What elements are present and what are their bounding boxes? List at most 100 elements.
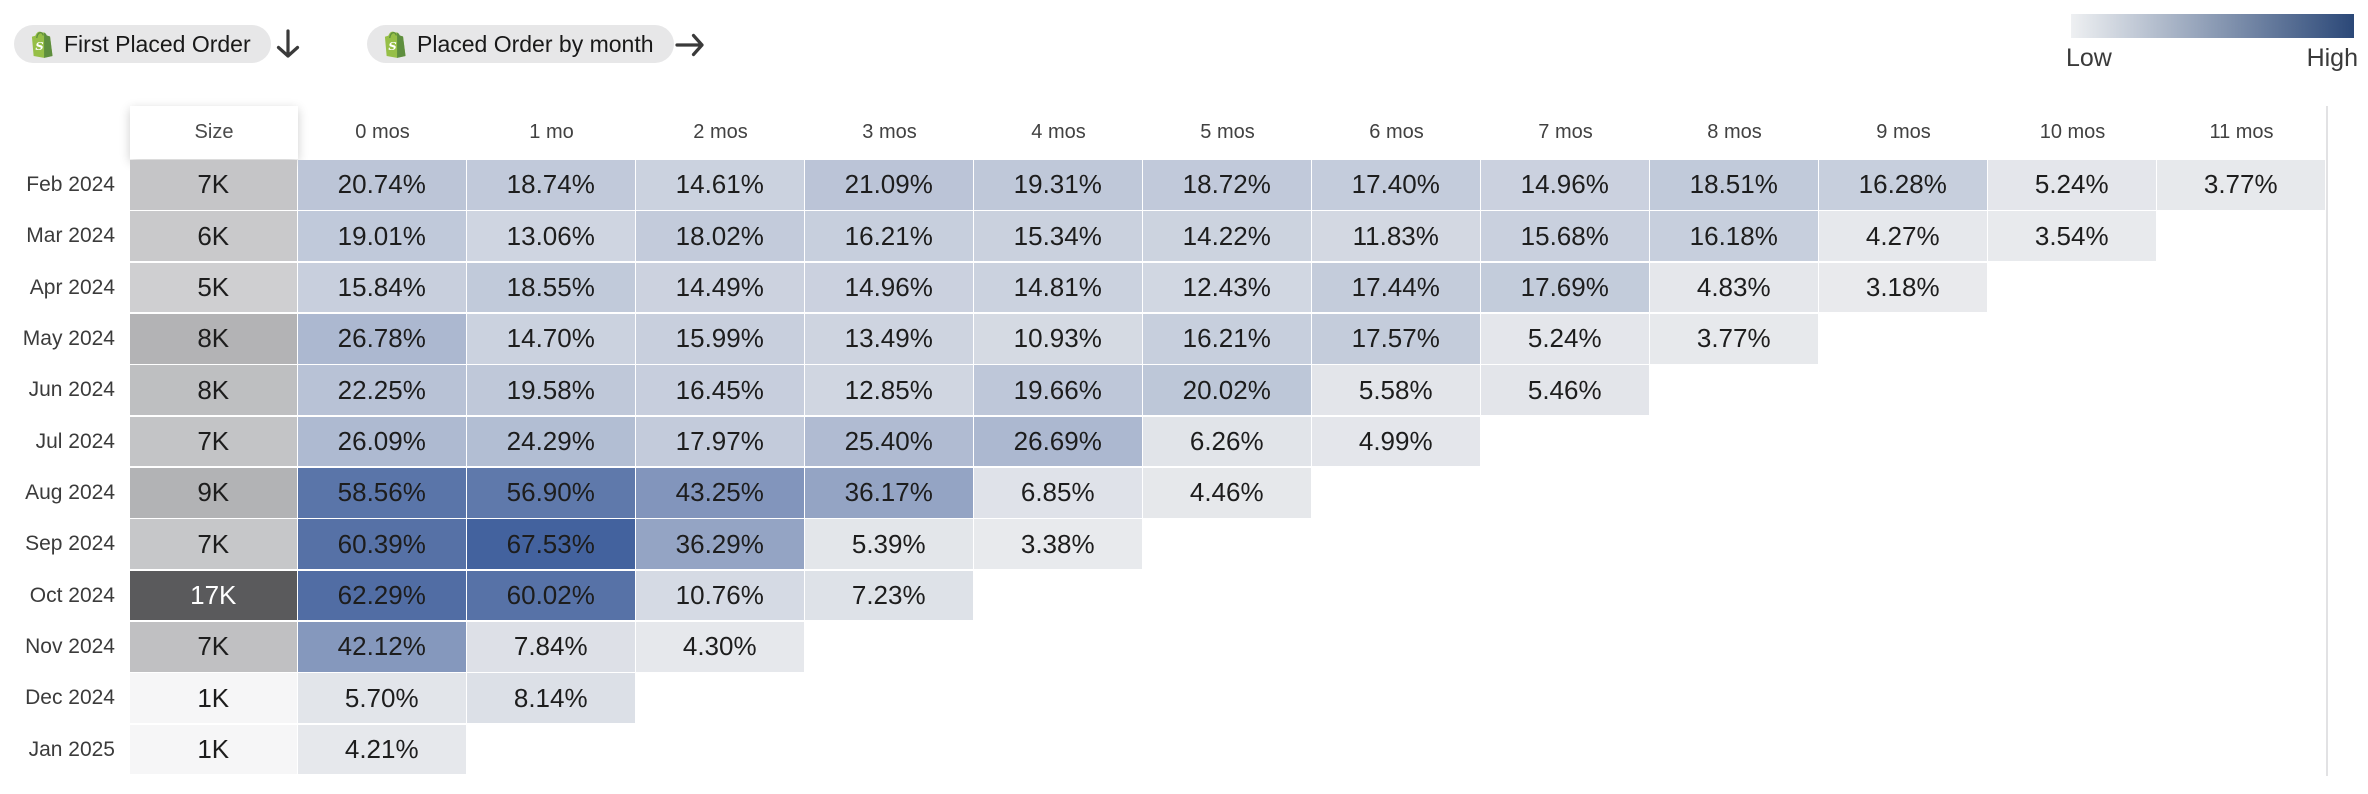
retention-cell[interactable]: 17.57% [1312,313,1480,364]
cohort-size-cell[interactable]: 7K [130,160,297,210]
cohort-size-cell[interactable]: 8K [130,313,297,364]
retention-cell[interactable]: 16.21% [805,211,973,262]
retention-cell[interactable]: 14.49% [636,262,804,313]
retention-cell[interactable]: 21.09% [805,160,973,210]
retention-cell[interactable]: 3.18% [1819,262,1987,313]
retention-cell[interactable]: 3.54% [1988,211,2156,262]
retention-cell[interactable]: 15.84% [298,262,466,313]
retention-cell[interactable]: 11.83% [1312,211,1480,262]
retention-cell[interactable]: 67.53% [467,519,635,570]
retention-cell[interactable]: 43.25% [636,467,804,518]
retention-cell[interactable]: 14.22% [1143,211,1311,262]
retention-cell[interactable]: 20.02% [1143,365,1311,416]
cohort-size-cell[interactable]: 1K [130,673,297,724]
retention-cell[interactable]: 17.97% [636,416,804,467]
retention-cell[interactable]: 12.85% [805,365,973,416]
cohort-size-cell[interactable]: 1K [130,724,297,775]
retention-cell[interactable]: 26.09% [298,416,466,467]
retention-cell[interactable]: 10.76% [636,570,804,621]
retention-cell[interactable]: 13.49% [805,313,973,364]
cohort-size-cell[interactable]: 6K [130,211,297,262]
cohort-size-cell[interactable]: 7K [130,416,297,467]
retention-cell[interactable]: 18.02% [636,211,804,262]
retention-cell[interactable]: 19.01% [298,211,466,262]
retention-cell[interactable]: 62.29% [298,570,466,621]
retention-cell[interactable]: 7.23% [805,570,973,621]
retention-cell[interactable]: 4.30% [636,621,804,672]
size-column-header: Size [194,121,234,143]
cohort-month-label: Apr 2024 [29,275,115,299]
retention-cell[interactable]: 17.40% [1312,160,1480,210]
retention-cell[interactable]: 26.69% [974,416,1142,467]
retention-cell[interactable]: 18.51% [1650,160,1818,210]
retention-cell[interactable]: 19.31% [974,160,1142,210]
retention-cell[interactable]: 5.39% [805,519,973,570]
retention-cell[interactable]: 26.78% [298,313,466,364]
retention-cell[interactable]: 5.58% [1312,365,1480,416]
retention-cell[interactable]: 19.66% [974,365,1142,416]
cohort-size-cell[interactable]: 7K [130,621,297,672]
retention-cell[interactable]: 5.24% [1481,313,1649,364]
retention-cell[interactable]: 4.83% [1650,262,1818,313]
retention-cell[interactable]: 16.45% [636,365,804,416]
retention-cell[interactable]: 36.17% [805,467,973,518]
retention-cell[interactable]: 25.40% [805,416,973,467]
cohort-size-cell[interactable]: 17K [130,570,297,621]
first-event-chip[interactable]: S First Placed Order [14,25,271,63]
retention-cell[interactable]: 6.26% [1143,416,1311,467]
retention-cell[interactable]: 17.69% [1481,262,1649,313]
retention-cell[interactable]: 42.12% [298,621,466,672]
cohort-size-cell[interactable]: 7K [130,519,297,570]
cohort-size-cell[interactable]: 9K [130,467,297,518]
retention-cell[interactable]: 16.21% [1143,313,1311,364]
retention-cell[interactable]: 58.56% [298,467,466,518]
retention-cell[interactable]: 20.74% [298,160,466,210]
month-offset-column-header: 5 mos [1200,121,1255,143]
retention-cell[interactable]: 19.58% [467,365,635,416]
retention-cell[interactable]: 3.38% [974,519,1142,570]
retention-cell[interactable]: 18.74% [467,160,635,210]
retention-cell[interactable]: 8.14% [467,673,635,724]
retention-cell[interactable]: 6.85% [974,467,1142,518]
retention-cell[interactable]: 4.46% [1143,467,1311,518]
retention-cell[interactable]: 18.72% [1143,160,1311,210]
retention-cell[interactable]: 15.68% [1481,211,1649,262]
retention-cell[interactable]: 3.77% [2157,160,2325,210]
retention-cell[interactable]: 3.77% [1650,313,1818,364]
retention-cell[interactable]: 18.55% [467,262,635,313]
retention-cell[interactable]: 22.25% [298,365,466,416]
retention-cell[interactable]: 7.84% [467,621,635,672]
retention-cell[interactable]: 4.21% [298,724,466,775]
retention-cell[interactable]: 14.96% [1481,160,1649,210]
retention-cell[interactable]: 16.28% [1819,160,1987,210]
month-offset-column-header: 7 mos [1538,121,1593,143]
retention-cell[interactable]: 60.39% [298,519,466,570]
second-event-chip[interactable]: S Placed Order by month [367,25,674,63]
retention-cell[interactable]: 4.27% [1819,211,1987,262]
legend-high-label: High [2306,44,2358,72]
retention-cell[interactable]: 56.90% [467,467,635,518]
retention-cell[interactable]: 12.43% [1143,262,1311,313]
retention-cell[interactable]: 5.46% [1481,365,1649,416]
retention-cell[interactable]: 14.61% [636,160,804,210]
retention-cell[interactable]: 14.81% [974,262,1142,313]
retention-cell[interactable]: 60.02% [467,570,635,621]
retention-cell[interactable]: 36.29% [636,519,804,570]
month-offset-column-header: 2 mos [693,121,748,143]
cohort-size-cell[interactable]: 8K [130,365,297,416]
retention-cell[interactable]: 4.99% [1312,416,1480,467]
retention-cell[interactable]: 14.96% [805,262,973,313]
retention-cell[interactable]: 15.99% [636,313,804,364]
cohort-size-cell[interactable]: 5K [130,262,297,313]
retention-cell[interactable]: 16.18% [1650,211,1818,262]
retention-cell[interactable]: 10.93% [974,313,1142,364]
retention-cell[interactable]: 17.44% [1312,262,1480,313]
retention-cell[interactable]: 15.34% [974,211,1142,262]
retention-cell[interactable]: 14.70% [467,313,635,364]
retention-cell[interactable]: 5.24% [1988,160,2156,210]
cohort-month-label: Mar 2024 [26,224,115,248]
table-right-border [2326,106,2328,776]
retention-cell[interactable]: 13.06% [467,211,635,262]
retention-cell[interactable]: 24.29% [467,416,635,467]
retention-cell[interactable]: 5.70% [298,673,466,724]
